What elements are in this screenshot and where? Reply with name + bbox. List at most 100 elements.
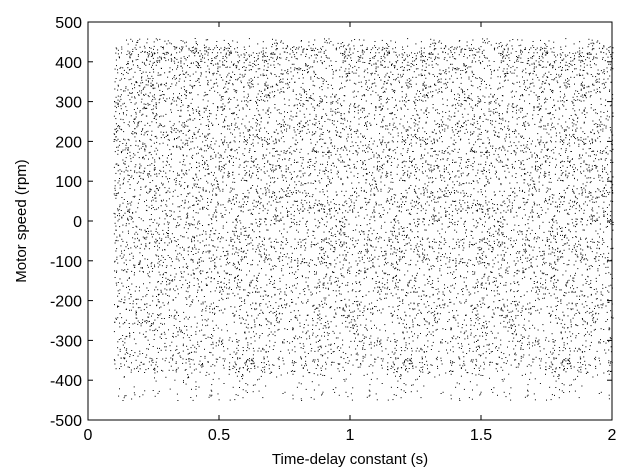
data-point xyxy=(249,61,251,63)
data-point xyxy=(218,168,220,170)
data-point xyxy=(278,164,280,166)
data-point xyxy=(270,310,272,312)
data-point xyxy=(291,177,293,178)
data-point xyxy=(205,374,207,376)
data-point xyxy=(155,115,157,117)
data-point xyxy=(262,299,264,300)
data-point xyxy=(152,88,154,90)
data-point xyxy=(272,57,274,59)
data-point xyxy=(122,256,124,258)
data-point xyxy=(240,228,242,230)
data-point xyxy=(238,371,240,373)
data-point xyxy=(281,233,282,235)
data-point xyxy=(218,399,220,401)
data-point xyxy=(242,107,244,109)
data-point xyxy=(181,50,183,52)
data-point xyxy=(147,53,149,55)
data-point xyxy=(252,259,254,261)
data-point xyxy=(202,57,203,59)
data-point xyxy=(157,289,159,291)
data-point xyxy=(167,236,169,238)
data-point xyxy=(260,169,262,171)
data-point xyxy=(134,352,136,354)
data-point xyxy=(174,279,176,281)
data-point xyxy=(222,103,224,105)
data-point xyxy=(146,205,148,207)
data-point xyxy=(117,99,119,101)
data-point xyxy=(160,199,162,201)
data-point xyxy=(159,61,161,63)
data-point xyxy=(214,143,216,145)
data-point xyxy=(197,343,199,345)
data-point xyxy=(335,313,337,315)
data-point xyxy=(177,293,179,295)
data-point xyxy=(279,298,281,300)
data-point xyxy=(157,347,158,349)
data-point xyxy=(277,43,278,45)
data-point xyxy=(135,312,137,314)
data-point xyxy=(162,277,164,278)
data-point xyxy=(124,353,126,355)
data-point xyxy=(187,247,189,249)
data-point xyxy=(200,303,202,305)
data-point xyxy=(262,50,264,52)
data-point xyxy=(275,142,277,144)
data-point xyxy=(195,227,197,229)
data-point xyxy=(313,398,315,400)
data-point xyxy=(168,181,169,183)
data-point xyxy=(301,301,302,303)
data-point xyxy=(236,41,238,43)
data-point xyxy=(328,209,330,210)
data-point xyxy=(140,82,142,84)
data-point xyxy=(119,326,121,328)
data-point xyxy=(335,243,337,244)
data-point xyxy=(183,333,185,335)
data-point xyxy=(118,164,120,166)
data-point xyxy=(307,286,309,288)
data-point xyxy=(330,101,332,103)
data-point xyxy=(330,103,332,105)
data-point xyxy=(325,327,327,329)
data-point xyxy=(295,192,297,194)
data-point xyxy=(267,161,269,163)
data-point xyxy=(198,170,200,172)
data-point xyxy=(198,128,200,130)
data-point xyxy=(274,214,276,216)
data-point xyxy=(139,252,141,254)
data-point xyxy=(252,63,254,64)
data-point xyxy=(235,65,237,67)
data-point xyxy=(217,66,219,68)
data-point xyxy=(234,361,236,363)
data-point xyxy=(129,354,131,356)
data-point xyxy=(278,328,280,330)
data-point xyxy=(328,157,330,159)
data-point xyxy=(217,186,219,188)
data-point xyxy=(265,318,267,319)
data-point xyxy=(319,172,320,174)
data-point xyxy=(319,291,321,293)
data-point xyxy=(320,133,322,135)
data-point xyxy=(252,185,254,186)
data-point xyxy=(161,182,162,184)
data-point xyxy=(181,273,183,274)
data-point xyxy=(233,89,235,91)
data-point xyxy=(236,201,237,203)
data-point xyxy=(270,56,272,58)
data-point xyxy=(138,262,140,264)
data-point xyxy=(212,73,214,74)
data-point xyxy=(121,78,122,80)
data-point xyxy=(267,351,269,353)
data-point xyxy=(118,300,120,302)
data-point xyxy=(168,283,170,285)
data-point xyxy=(289,125,291,127)
data-point xyxy=(322,247,324,249)
data-point xyxy=(312,359,314,361)
data-point xyxy=(185,139,187,141)
data-point xyxy=(246,369,248,371)
data-point xyxy=(162,46,164,48)
data-point xyxy=(297,175,299,177)
data-point xyxy=(297,208,298,210)
data-point xyxy=(302,302,304,304)
data-point xyxy=(319,103,321,104)
data-point xyxy=(193,219,195,221)
